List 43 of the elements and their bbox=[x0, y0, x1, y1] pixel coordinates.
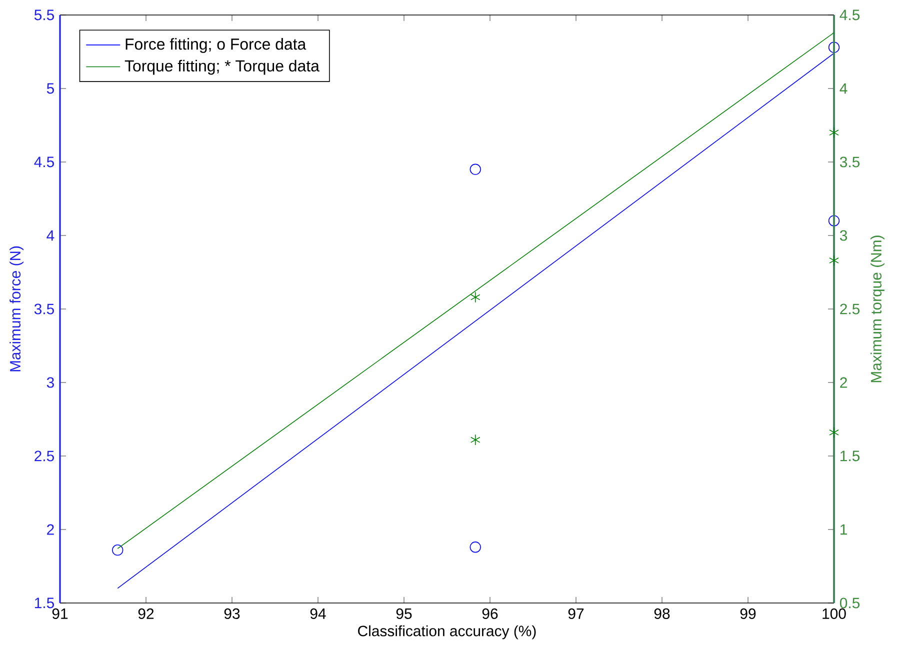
point bbox=[470, 292, 480, 303]
x-tick-label: 91 bbox=[52, 608, 68, 619]
x-tick-label: 94 bbox=[310, 608, 326, 619]
y2-tick-label: 0.5 bbox=[840, 598, 860, 608]
y-tick-label: 2 bbox=[47, 524, 54, 535]
y-tick-label: 4 bbox=[46, 230, 54, 241]
y2-tick-label: 2.5 bbox=[840, 304, 860, 314]
point bbox=[470, 434, 480, 446]
y2-tick-label: 3 bbox=[840, 230, 848, 241]
y-tick-label: 4.5 bbox=[34, 156, 54, 168]
y2-tick-label: 2 bbox=[840, 377, 847, 388]
y2-tick-label: 1.5 bbox=[840, 450, 860, 462]
point bbox=[829, 254, 839, 266]
point bbox=[112, 544, 124, 556]
y-tick-label: 5 bbox=[46, 83, 54, 94]
x-tick-label: 93 bbox=[224, 608, 240, 619]
y-tick-label: 5.5 bbox=[34, 10, 54, 20]
x-tick-label: 95 bbox=[396, 608, 412, 619]
y2-tick-label: 1 bbox=[840, 524, 847, 535]
x-tick-label: 92 bbox=[138, 608, 154, 619]
point bbox=[828, 215, 840, 226]
y-tick-label: 3.5 bbox=[34, 304, 54, 314]
x-axis-title: Classification accuracy (%) bbox=[358, 625, 536, 640]
x-tick-label: 100 bbox=[822, 608, 846, 619]
y2-tick-label: 4 bbox=[840, 83, 848, 94]
legend-label: Force fitting; o Force data bbox=[126, 38, 306, 53]
point bbox=[829, 426, 839, 438]
x-tick-label: 98 bbox=[654, 608, 670, 619]
y2-axis-title: Maximum torque (Nm) bbox=[870, 236, 884, 382]
x-tick-label: 96 bbox=[482, 608, 498, 619]
point bbox=[470, 542, 481, 553]
x-tick-label: 99 bbox=[740, 608, 756, 619]
legend-label: Torque fitting; * Torque data bbox=[124, 60, 320, 75]
point bbox=[828, 42, 840, 53]
point bbox=[829, 127, 839, 138]
point bbox=[470, 164, 481, 175]
y2-tick-label: 3.5 bbox=[840, 156, 860, 168]
y-tick-label: 1.5 bbox=[34, 598, 54, 608]
y-tick-label: 2.5 bbox=[34, 450, 54, 462]
y-tick-label: 3 bbox=[46, 377, 54, 388]
x-tick-label: 97 bbox=[568, 608, 584, 619]
y2-tick-label: 4.5 bbox=[840, 10, 860, 20]
y-axis-title: Maximum force (N) bbox=[10, 246, 24, 372]
